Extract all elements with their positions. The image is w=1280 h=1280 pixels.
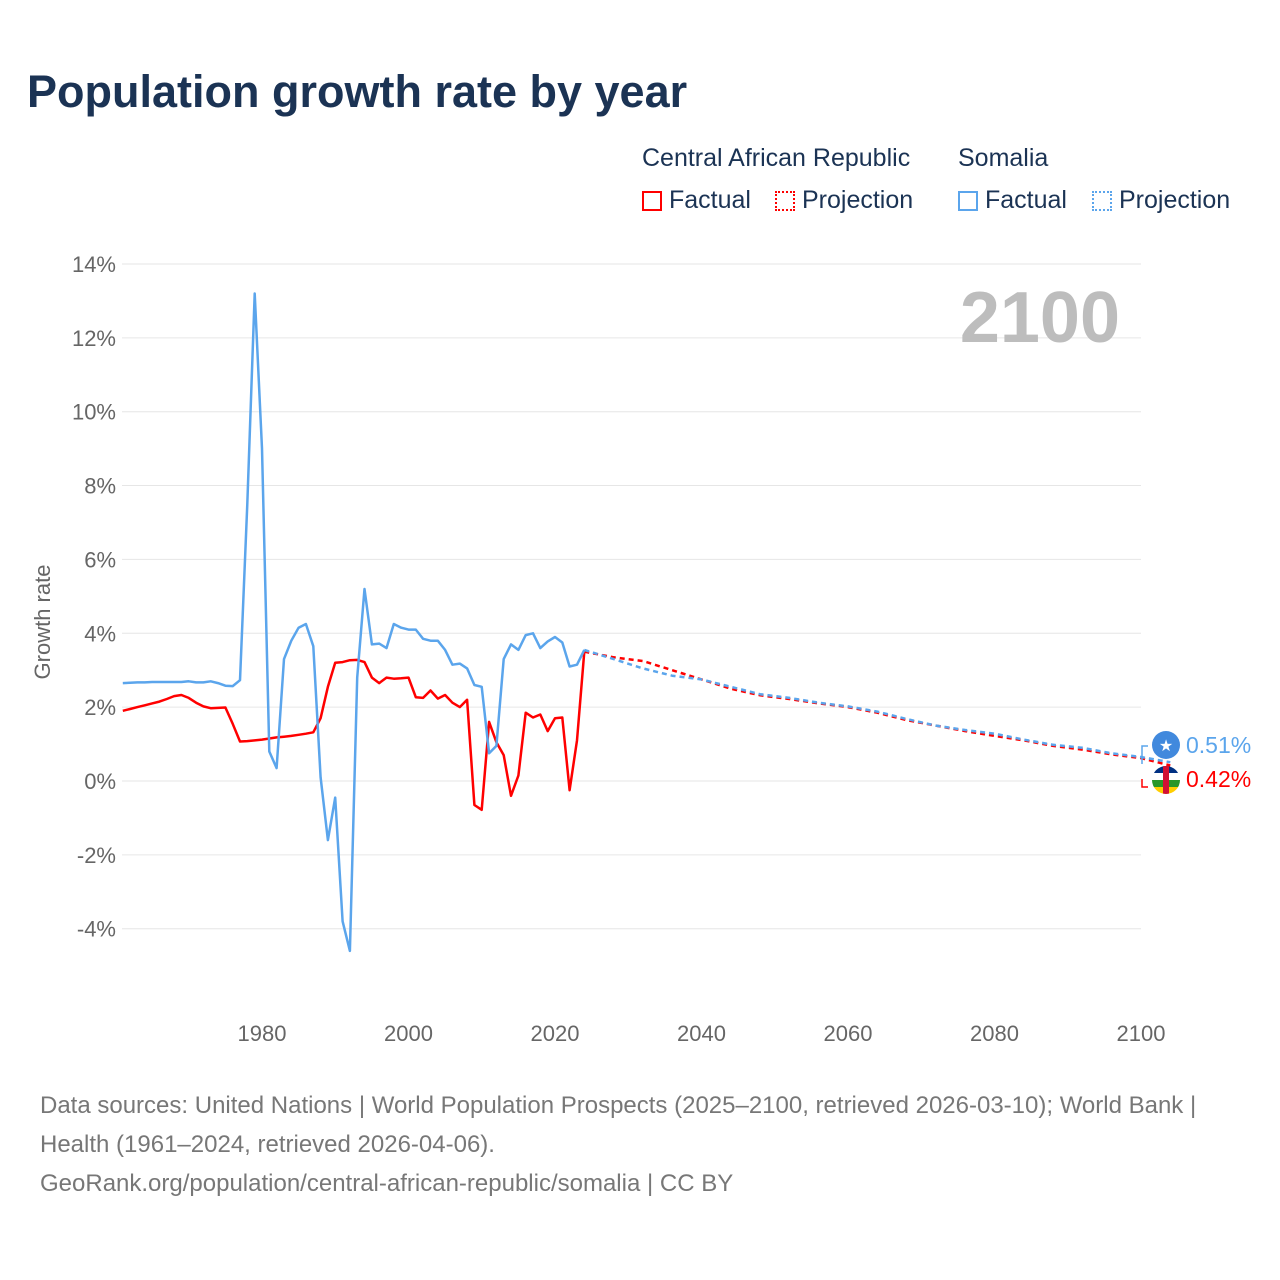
y-tick-label: 2% (84, 695, 116, 720)
somalia-flag-icon: ★ (1152, 731, 1180, 759)
somalia-connector (1141, 745, 1148, 764)
legend-label: Factual (985, 186, 1067, 214)
legend-label: Factual (669, 186, 751, 214)
car-flag-icon (1152, 766, 1180, 794)
dotted-swatch-icon (775, 190, 795, 211)
somalia-end-value: 0.51% (1186, 732, 1251, 758)
y-tick-label: 0% (84, 769, 116, 794)
y-tick-label: 4% (84, 621, 116, 646)
svg-text:★: ★ (1159, 738, 1173, 755)
legend-label: Projection (1119, 186, 1231, 214)
legend-car-projection[interactable]: Projection (775, 186, 913, 215)
series-line-0 (122, 651, 586, 812)
data-sources: Data sources: United Nations | World Pop… (40, 1092, 1197, 1158)
dotted-swatch-icon (1092, 190, 1112, 211)
y-axis-label: Growth rate (30, 565, 55, 680)
x-tick-label: 2100 (1117, 1021, 1166, 1046)
legend-label: Projection (802, 186, 914, 214)
year-watermark: 2100 (960, 278, 1120, 358)
solid-swatch-icon (958, 190, 978, 211)
y-tick-label: 12% (72, 326, 116, 351)
y-tick-label: 6% (84, 547, 116, 572)
x-tick-label: 1980 (238, 1021, 287, 1046)
x-tick-label: 2000 (384, 1021, 433, 1046)
legend-group-car: Central African Republic (642, 144, 911, 172)
y-tick-label: -4% (77, 917, 116, 942)
x-tick-label: 2080 (970, 1021, 1019, 1046)
y-tick-label: 10% (72, 400, 116, 425)
y-tick-label: 14% (72, 252, 116, 277)
y-tick-label: -2% (77, 843, 116, 868)
car-end-value: 0.42% (1186, 766, 1251, 792)
chart-title: Population growth rate by year (27, 66, 688, 117)
y-tick-label: 8% (84, 474, 116, 499)
x-tick-label: 2060 (824, 1021, 873, 1046)
car-connector (1141, 779, 1148, 788)
legend-car-factual[interactable]: Factual (642, 186, 751, 215)
series-line-3 (583, 648, 1171, 764)
legend-group-somalia: Somalia (958, 144, 1049, 172)
legend-somalia-projection[interactable]: Projection (1092, 186, 1230, 215)
source-link[interactable]: GeoRank.org/population/central-african-r… (40, 1170, 734, 1197)
series-line-2 (122, 292, 586, 953)
solid-swatch-icon (642, 190, 662, 211)
x-tick-label: 2020 (531, 1021, 580, 1046)
x-tick-label: 2040 (677, 1021, 726, 1046)
legend-somalia-factual[interactable]: Factual (958, 186, 1067, 215)
